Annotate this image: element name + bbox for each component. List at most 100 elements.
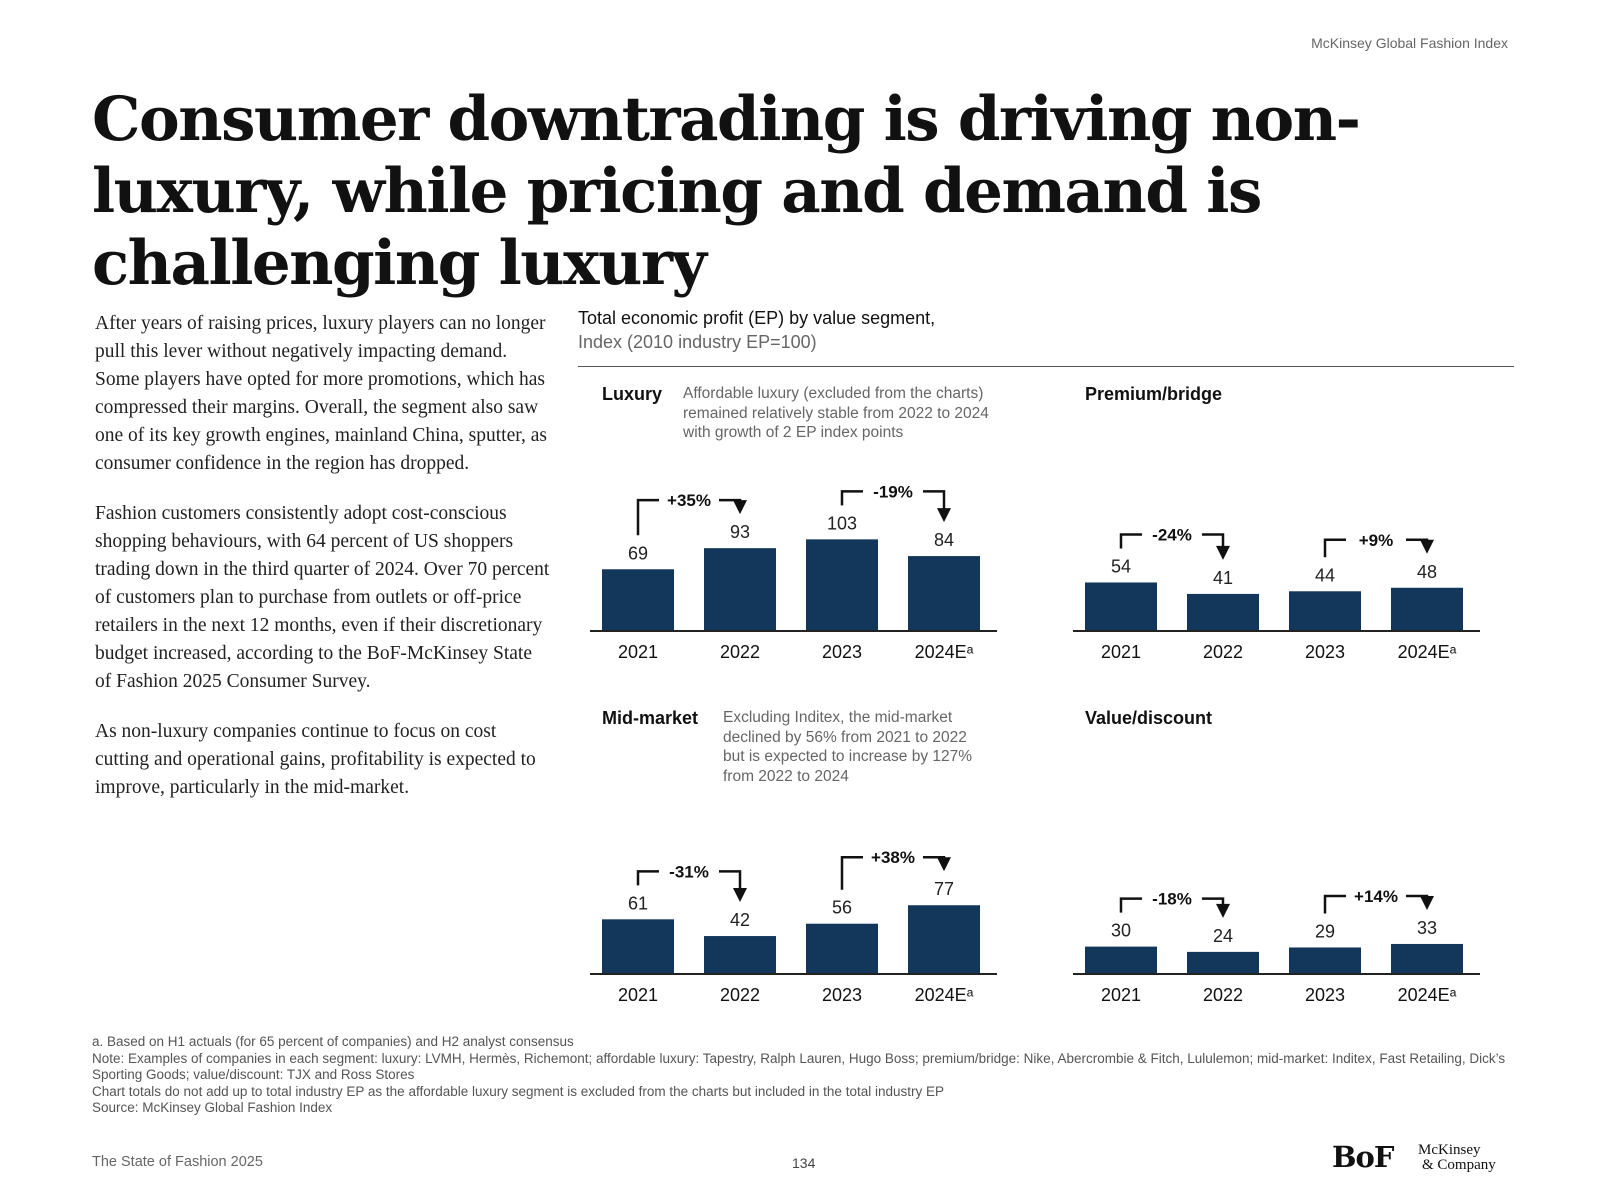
panel-title-value-discount: Value/discount <box>1085 708 1213 728</box>
footnotes: a. Based on H1 actuals (for 65 percent o… <box>92 1034 1512 1117</box>
category-label: 2023 <box>822 985 862 1005</box>
bar-value-label: 48 <box>1417 562 1437 582</box>
change-arrowhead <box>733 888 747 903</box>
bar-chart-premium-bridge: 54 2021 41 2022 44 2023 48 2024Eᵃ -24% +9% <box>1073 525 1480 662</box>
category-label: 2021 <box>618 642 658 662</box>
bar-value-label: 54 <box>1111 556 1131 576</box>
change-label: +38% <box>871 848 915 867</box>
bar <box>1187 593 1259 630</box>
chart-title: Total economic profit (EP) by value segm… <box>578 308 936 328</box>
bar <box>1289 591 1361 630</box>
change-arrowhead <box>1216 545 1230 560</box>
bar-value-label: 24 <box>1213 926 1233 946</box>
bar <box>1391 943 1463 973</box>
change-label: -31% <box>669 862 709 881</box>
category-label: 2024Eᵃ <box>1398 985 1457 1005</box>
bar-value-label: 29 <box>1315 921 1335 941</box>
category-label: 2022 <box>720 985 760 1005</box>
bar-value-label: 56 <box>832 898 852 918</box>
panel-title-mid-market: Mid-market <box>602 708 699 728</box>
bar <box>806 923 878 973</box>
change-label: -24% <box>1152 525 1192 544</box>
bar-value-label: 30 <box>1111 921 1131 941</box>
footnote: a. Based on H1 actuals (for 65 percent o… <box>92 1034 574 1049</box>
panel-title-premium-bridge: Premium/bridge <box>1085 384 1223 404</box>
bar-value-label: 42 <box>730 910 750 930</box>
footnote: Note: Examples of companies in each segm… <box>92 1050 1506 1083</box>
body-paragraph: Fashion customers consistently adopt cos… <box>95 503 550 692</box>
bar-value-label: 93 <box>730 522 750 542</box>
bar-chart-value-discount: 30 2021 24 2022 29 2023 33 2024Eᵃ -18% +14% <box>1073 887 1480 1005</box>
change-label: +9% <box>1359 531 1394 550</box>
chart-subtitle: Index (2010 industry EP=100) <box>578 332 817 352</box>
bar <box>1085 582 1157 630</box>
footnote: Chart totals do not add up to total indu… <box>92 1083 944 1099</box>
bar <box>908 905 980 973</box>
category-label: 2022 <box>1203 642 1243 662</box>
panel-note-mid-market: Excluding Inditex, the mid-market declin… <box>723 708 1043 786</box>
chart-header-rule <box>578 366 1514 367</box>
bar-value-label: 41 <box>1213 568 1233 588</box>
note-line: but is expected to increase by 127% <box>723 748 973 765</box>
change-bracket <box>636 870 742 891</box>
bar <box>704 936 776 973</box>
bar <box>1391 587 1463 630</box>
report-series-label: McKinsey Global Fashion Index <box>1311 35 1508 51</box>
bof-logo: BoF <box>1332 1140 1394 1174</box>
change-bracket <box>1119 897 1225 913</box>
bar-chart-mid-market: 61 2021 42 2022 56 2023 77 2024Eᵃ -31% +38% <box>590 848 997 1005</box>
bar-chart-luxury: 69 2021 93 2022 103 2023 84 2024Eᵃ +35% -19% <box>590 482 997 662</box>
change-arrowhead <box>1216 903 1230 918</box>
footnote: Source: McKinsey Global Fashion Index <box>92 1100 333 1115</box>
change-arrowhead <box>1420 895 1434 910</box>
bar-value-label: 77 <box>934 879 954 899</box>
bar-value-label: 69 <box>628 543 648 563</box>
change-label: -18% <box>1152 890 1192 909</box>
change-arrowhead <box>937 508 951 523</box>
bar <box>1187 951 1259 973</box>
body-paragraph: As non-luxury companies continue to focu… <box>95 721 536 798</box>
change-bracket <box>840 490 946 511</box>
category-label: 2023 <box>1305 985 1345 1005</box>
bar <box>602 569 674 630</box>
note-line: from 2022 to 2024 <box>723 767 849 785</box>
chart-header: Total economic profit (EP) by value segm… <box>578 306 935 354</box>
bar-value-label: 33 <box>1417 918 1437 938</box>
bar-value-label: 61 <box>628 893 648 913</box>
note-line: with growth of 2 EP index points <box>683 424 904 441</box>
bar-value-label: 103 <box>827 513 857 533</box>
page-headline: Consumer downtrading is driving non-luxu… <box>92 84 1361 299</box>
bar <box>806 539 878 630</box>
category-label: 2022 <box>720 642 760 662</box>
category-label: 2024Eᵃ <box>1398 642 1457 662</box>
mckinsey-logo: McKinsey & Company <box>1418 1143 1496 1173</box>
category-label: 2023 <box>822 642 862 662</box>
change-label: -19% <box>873 482 913 501</box>
body-paragraph: After years of raising prices, luxury pl… <box>95 313 547 474</box>
note-line: Excluding Inditex, the mid-market <box>723 709 953 726</box>
mckinsey-logo-line: & Company <box>1422 1157 1496 1173</box>
category-label: 2021 <box>618 985 658 1005</box>
change-label: +14% <box>1354 887 1398 906</box>
bar-value-label: 44 <box>1315 565 1335 585</box>
change-arrowhead <box>733 500 747 515</box>
category-label: 2024Eᵃ <box>915 985 974 1005</box>
category-label: 2023 <box>1305 642 1345 662</box>
change-arrowhead <box>1420 539 1434 554</box>
page-number: 134 <box>792 1155 816 1171</box>
change-arrowhead <box>937 857 951 872</box>
bar <box>704 548 776 630</box>
bar <box>1085 946 1157 973</box>
category-label: 2021 <box>1101 642 1141 662</box>
bar-value-label: 84 <box>934 530 954 550</box>
bar <box>908 556 980 630</box>
panel-note-luxury: Affordable luxury (excluded from the cha… <box>683 384 1043 443</box>
category-label: 2021 <box>1101 985 1141 1005</box>
bar <box>602 919 674 973</box>
panel-title-luxury: Luxury <box>602 384 663 404</box>
change-bracket <box>1119 533 1225 549</box>
note-line: Affordable luxury (excluded from the cha… <box>683 385 984 402</box>
change-label: +35% <box>667 491 711 510</box>
bar <box>1289 947 1361 973</box>
body-text: After years of raising prices, luxury pl… <box>95 310 550 824</box>
